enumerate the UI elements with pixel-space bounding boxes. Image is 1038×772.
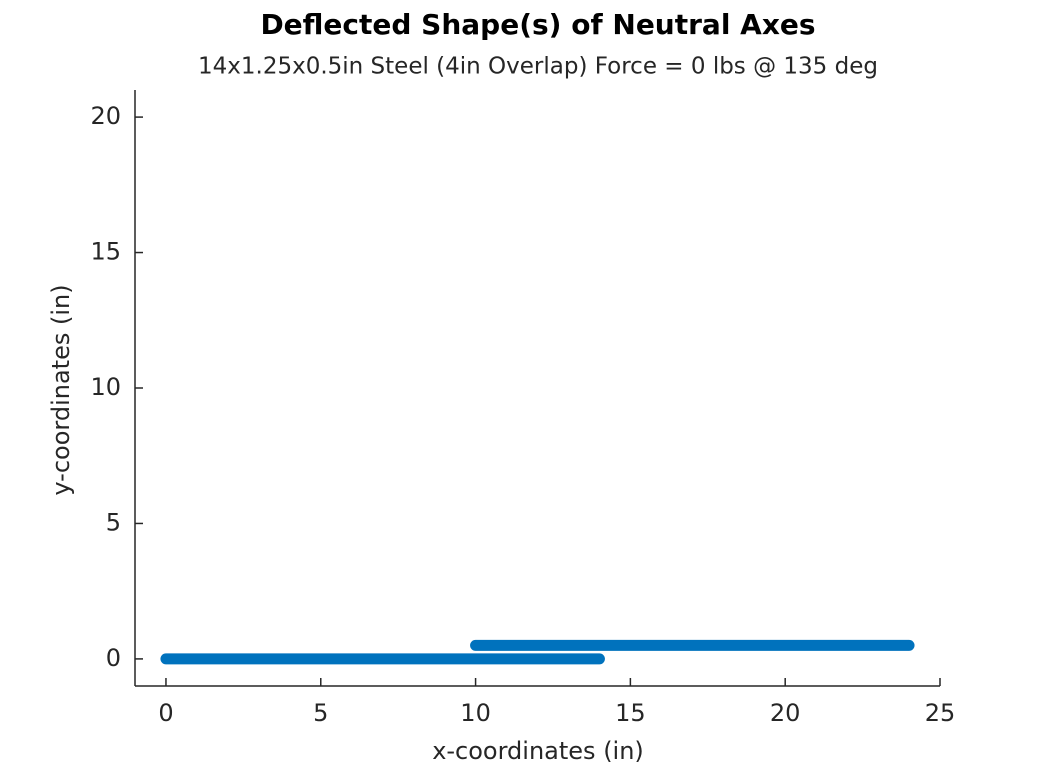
y-tick-label: 0 <box>106 644 121 672</box>
x-tick-label: 10 <box>460 699 491 727</box>
x-axis-label: x-coordinates (in) <box>432 737 644 765</box>
x-tick-label: 20 <box>770 699 801 727</box>
y-tick-label: 10 <box>90 373 121 401</box>
chart-title: Deflected Shape(s) of Neutral Axes <box>260 8 815 41</box>
y-tick-label: 15 <box>90 238 121 266</box>
x-tick-label: 25 <box>925 699 956 727</box>
x-tick-label: 0 <box>158 699 173 727</box>
y-tick-label: 20 <box>90 102 121 130</box>
x-tick-label: 5 <box>313 699 328 727</box>
y-axis-label: y-coordinates (in) <box>47 284 75 495</box>
x-tick-label: 15 <box>615 699 646 727</box>
chart-subtitle: 14x1.25x0.5in Steel (4in Overlap) Force … <box>198 54 878 80</box>
y-tick-label: 5 <box>106 508 121 536</box>
